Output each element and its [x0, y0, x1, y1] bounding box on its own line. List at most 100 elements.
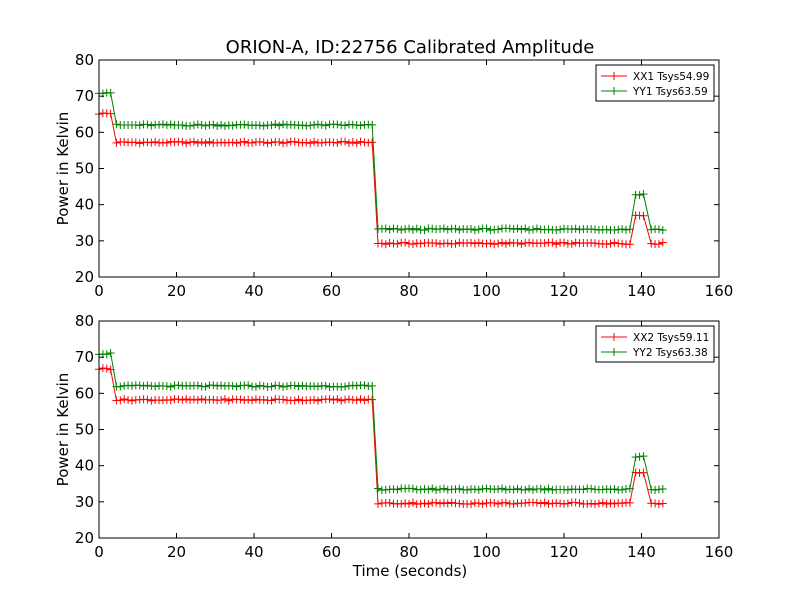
- x-tick-label: 20: [167, 543, 186, 561]
- legend-label: YY2 Tsys63.38: [632, 347, 708, 359]
- data-point: [501, 239, 510, 248]
- data-point: [356, 137, 365, 146]
- data-point: [540, 498, 549, 507]
- data-point: [602, 225, 611, 234]
- data-point: [374, 484, 382, 493]
- data-point: [279, 395, 288, 404]
- data-point: [182, 395, 191, 404]
- data-point: [228, 138, 237, 147]
- y-tick-label: 50: [75, 421, 94, 439]
- data-point: [408, 484, 417, 493]
- data-point: [186, 138, 195, 147]
- data-point: [279, 120, 288, 129]
- data-point: [439, 224, 448, 233]
- data-point: [428, 224, 437, 233]
- data-point: [279, 139, 288, 148]
- data-point: [317, 120, 326, 129]
- data-point: [275, 138, 284, 147]
- data-point: [205, 137, 214, 146]
- data-point: [494, 239, 503, 248]
- data-point: [325, 395, 334, 404]
- data-point: [162, 382, 171, 391]
- data-point: [197, 120, 206, 129]
- data-point: [282, 138, 291, 147]
- data-point: [298, 121, 307, 130]
- data-point: [625, 484, 634, 493]
- y-tick-label: 20: [75, 268, 94, 286]
- data-point: [209, 395, 218, 404]
- y-tick-label: 70: [75, 87, 94, 105]
- data-point: [455, 225, 464, 234]
- data-point: [639, 468, 648, 477]
- data-point: [658, 499, 667, 508]
- data-point: [606, 499, 615, 508]
- data-point: [306, 396, 315, 405]
- data-point: [321, 381, 330, 390]
- data-point: [290, 381, 299, 390]
- data-point: [344, 139, 353, 148]
- data-point: [240, 137, 249, 146]
- data-point: [393, 239, 402, 248]
- data-point: [478, 500, 487, 508]
- data-point: [232, 382, 241, 391]
- legend-marker: [610, 72, 618, 80]
- data-point: [120, 394, 129, 403]
- x-tick-label: 0: [94, 543, 104, 561]
- data-point: [490, 499, 499, 508]
- data-point: [259, 138, 268, 147]
- data-point: [509, 225, 518, 234]
- legend-item: YY1 Tsys63.59: [601, 86, 708, 98]
- data-point: [529, 225, 537, 234]
- x-axis-label: Time (seconds): [352, 562, 468, 580]
- data-point: [408, 498, 417, 507]
- legend-box: [595, 64, 715, 102]
- data-point: [220, 121, 229, 130]
- data-point: [602, 240, 611, 249]
- data-point: [525, 238, 534, 247]
- x-tick-label: 120: [550, 282, 579, 300]
- data-point: [135, 121, 144, 130]
- figure-title: ORION-A, ID:22756 Calibrated Amplitude: [226, 37, 595, 58]
- data-point: [436, 224, 444, 233]
- data-point: [310, 137, 319, 146]
- data-point: [467, 238, 475, 247]
- data-point: [639, 190, 648, 199]
- data-point: [201, 121, 210, 130]
- data-point: [571, 498, 580, 507]
- y-axis-label: Power in Kelvin: [54, 112, 72, 226]
- data-point: [255, 381, 264, 390]
- data-point: [248, 138, 257, 147]
- y-tick-label: 40: [75, 457, 94, 475]
- data-point: [310, 395, 319, 404]
- x-tick-label: 80: [399, 543, 418, 561]
- data-point: [352, 139, 361, 148]
- data-point: [329, 395, 338, 404]
- data-point: [529, 485, 537, 494]
- data-point: [143, 395, 152, 404]
- data-point: [197, 394, 206, 403]
- data-point: [494, 499, 503, 508]
- data-point: [197, 137, 206, 146]
- data-point: [255, 121, 264, 130]
- legend-marker: [610, 87, 618, 95]
- data-point: [544, 484, 553, 493]
- data-point: [443, 239, 452, 248]
- data-point: [248, 396, 257, 405]
- x-tick-label: 120: [550, 543, 579, 561]
- data-point: [571, 224, 580, 233]
- data-point: [654, 240, 663, 249]
- data-point: [381, 224, 390, 233]
- data-point: [470, 485, 479, 494]
- data-point: [587, 499, 596, 508]
- y-tick-label: 60: [75, 123, 94, 141]
- data-point: [631, 453, 640, 462]
- x-tick-label: 100: [472, 282, 501, 300]
- data-point: [622, 225, 630, 234]
- data-point: [397, 499, 406, 508]
- data-point: [102, 350, 111, 359]
- top-subplot: 0 20 40 60 80 100 120 140 16020304050607080Power…: [54, 51, 733, 300]
- data-point: [544, 225, 553, 234]
- data-point: [220, 394, 229, 403]
- data-point: [193, 120, 202, 129]
- data-point: [112, 120, 121, 129]
